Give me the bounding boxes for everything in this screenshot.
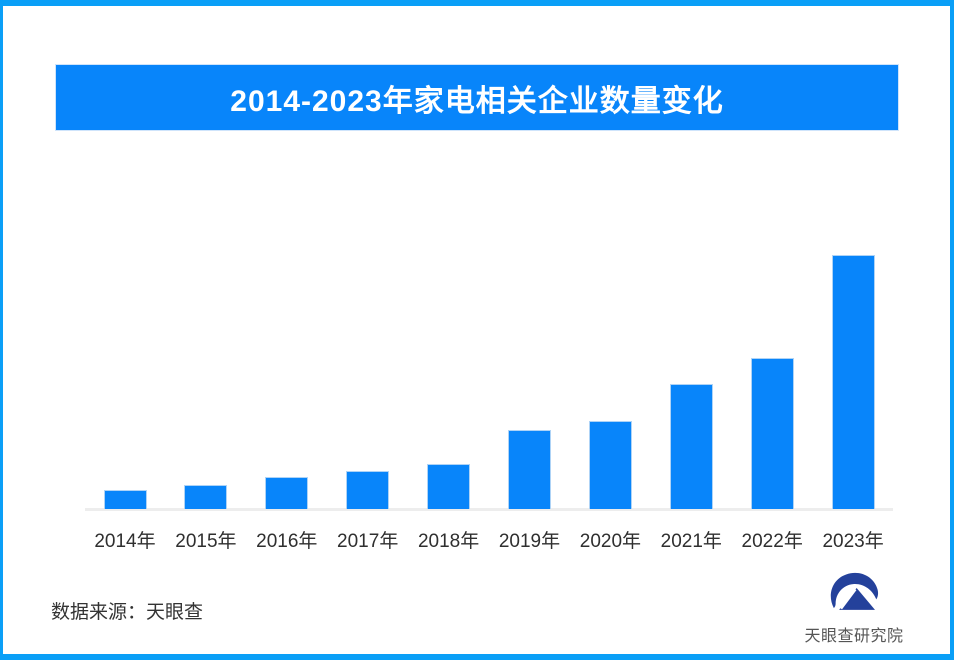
bar-2021年 [669,384,713,509]
bar-2017年 [346,471,390,509]
bar-2019年 [508,430,551,509]
x-axis-label: 2017年 [337,531,399,552]
x-axis-label: 2018年 [417,531,480,552]
data-source-label: 数据来源：天眼查 [51,602,204,623]
bar-2015年 [184,485,228,509]
x-axis-label: 2020年 [579,531,642,552]
x-axis-label: 2022年 [741,531,803,552]
bar-2016年 [265,477,309,509]
infographic-canvas: 2014-2023年家电相关企业数量变化 2014年 2015年 2016年 2017… [3,6,950,654]
x-axis-label: 2021年 [660,531,722,552]
bar-2018年 [427,464,471,509]
chart-title: 2014-2023年家电相关企业数量变化 [230,84,724,118]
title-banner: 2014-2023年家电相关企业数量变化 [56,65,898,130]
x-axis-label: 2015年 [175,531,237,552]
x-axis-label: 2019年 [498,531,561,552]
bar-2014年 [103,490,147,509]
x-axis-label: 2014年 [94,531,156,552]
x-axis-label: 2016年 [256,531,318,552]
tianyancha-eye-logo-icon [830,572,879,610]
logo-block: 天眼查研究院 [798,570,910,646]
bar-2023年 [831,255,875,509]
bar-chart: 2014年 2015年 2016年 2017年 2018年 2019年 2020年 2021年… [3,6,950,654]
x-axis-baseline [85,508,893,511]
bar-2020年 [588,421,632,509]
x-axis-label: 2023年 [822,531,884,552]
bar-2022年 [750,358,794,509]
logo-wordmark: 天眼查研究院 [804,628,904,645]
